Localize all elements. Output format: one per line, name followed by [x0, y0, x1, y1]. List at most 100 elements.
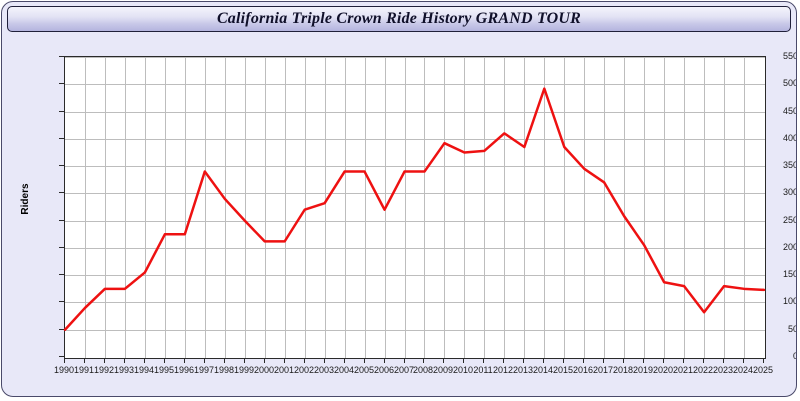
gridline-horizontal [65, 112, 765, 113]
gridline-vertical [325, 57, 326, 358]
x-tick-label: 2024 [732, 365, 754, 375]
x-tick-label: 2008 [412, 365, 434, 375]
gridline-vertical [365, 57, 366, 358]
gridline-vertical [165, 57, 166, 358]
gridline-horizontal [65, 248, 765, 249]
y-tick-label: 50 [787, 324, 797, 334]
y-tick-label: 150 [782, 269, 797, 279]
x-tick-label: 2016 [572, 365, 594, 375]
x-tick-label: 2019 [632, 365, 654, 375]
y-tick-label: 500 [782, 78, 797, 88]
x-tick-label: 2023 [712, 365, 734, 375]
x-tick-label: 2011 [473, 365, 493, 375]
y-tick-label: 450 [782, 106, 797, 116]
gridline-vertical [624, 57, 625, 358]
gridline-vertical [245, 57, 246, 358]
x-tick-label: 2006 [373, 365, 395, 375]
gridline-vertical [185, 57, 186, 358]
x-tick-label: 2020 [652, 365, 674, 375]
y-tick-mark [59, 247, 64, 248]
x-tick-mark [663, 358, 664, 363]
x-tick-mark [743, 358, 744, 363]
gridline-vertical [85, 57, 86, 358]
gridline-vertical [544, 57, 545, 358]
x-tick-mark [543, 358, 544, 363]
y-tick-mark [59, 111, 64, 112]
x-tick-mark [124, 358, 125, 363]
x-tick-label: 2005 [353, 365, 375, 375]
gridline-vertical [704, 57, 705, 358]
x-tick-mark [763, 358, 764, 363]
x-tick-mark [344, 358, 345, 363]
y-tick-mark [59, 138, 64, 139]
x-tick-label: 1998 [213, 365, 235, 375]
x-tick-mark [623, 358, 624, 363]
gridline-vertical [405, 57, 406, 358]
y-tick-mark [59, 301, 64, 302]
gridline-vertical [744, 57, 745, 358]
x-tick-label: 2003 [313, 365, 335, 375]
gridline-vertical [125, 57, 126, 358]
gridline-vertical [305, 57, 306, 358]
gridline-vertical [225, 57, 226, 358]
y-tick-label: 550 [782, 51, 797, 61]
x-tick-mark [503, 358, 504, 363]
x-tick-label: 1991 [73, 365, 95, 375]
x-tick-mark [563, 358, 564, 363]
page-title: California Triple Crown Ride History GRA… [216, 10, 582, 27]
x-tick-mark [643, 358, 644, 363]
gridline-vertical [664, 57, 665, 358]
x-tick-mark [164, 358, 165, 363]
x-tick-mark [64, 358, 65, 363]
y-tick-label: 400 [782, 133, 797, 143]
gridline-vertical [724, 57, 725, 358]
gridline-vertical [504, 57, 505, 358]
x-tick-mark [603, 358, 604, 363]
x-tick-mark [703, 358, 704, 363]
y-tick-label: 100 [782, 296, 797, 306]
x-tick-mark [84, 358, 85, 363]
gridline-horizontal [65, 221, 765, 222]
x-tick-label: 2025 [752, 365, 774, 375]
x-tick-mark [244, 358, 245, 363]
y-tick-mark [59, 56, 64, 57]
x-tick-label: 1996 [173, 365, 195, 375]
x-tick-mark [583, 358, 584, 363]
x-tick-mark [224, 358, 225, 363]
gridline-horizontal [65, 84, 765, 85]
gridline-horizontal [65, 139, 765, 140]
y-tick-mark [59, 83, 64, 84]
title-bar: California Triple Crown Ride History GRA… [7, 6, 791, 32]
gridline-vertical [484, 57, 485, 358]
x-tick-label: 2018 [612, 365, 634, 375]
x-tick-label: 1992 [93, 365, 115, 375]
y-tick-label: 0 [744, 351, 796, 361]
x-tick-label: 2001 [273, 365, 295, 375]
gridline-vertical [424, 57, 425, 358]
x-tick-label: 2004 [333, 365, 355, 375]
gridline-horizontal [65, 302, 765, 303]
x-tick-label: 2010 [452, 365, 474, 375]
y-tick-label: 250 [782, 215, 797, 225]
gridline-vertical [265, 57, 266, 358]
y-tick-mark [59, 274, 64, 275]
gridline-vertical [604, 57, 605, 358]
gridline-horizontal [65, 57, 765, 58]
x-tick-label: 1995 [153, 365, 175, 375]
x-tick-mark [324, 358, 325, 363]
x-tick-label: 2009 [432, 365, 454, 375]
gridline-vertical [444, 57, 445, 358]
x-tick-mark [483, 358, 484, 363]
gridline-vertical [464, 57, 465, 358]
y-tick-label: 200 [782, 242, 797, 252]
y-tick-label: 350 [782, 160, 797, 170]
gridline-vertical [145, 57, 146, 358]
x-tick-label: 1999 [233, 365, 255, 375]
x-tick-label: 2013 [512, 365, 534, 375]
x-tick-label: 2021 [672, 365, 694, 375]
x-tick-mark [523, 358, 524, 363]
x-tick-mark [723, 358, 724, 363]
x-tick-mark [443, 358, 444, 363]
x-tick-label: 1994 [133, 365, 155, 375]
